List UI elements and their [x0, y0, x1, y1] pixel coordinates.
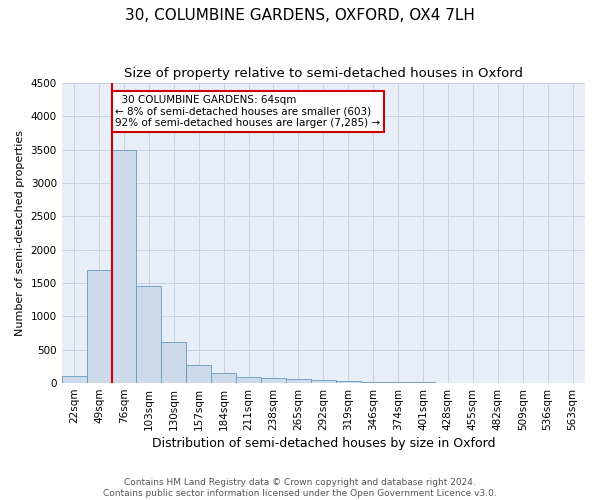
Bar [410, 382, 436, 383]
Bar [62, 376, 86, 383]
Bar [386, 382, 410, 383]
Bar [336, 381, 361, 383]
Bar [86, 270, 112, 383]
Bar [211, 374, 236, 383]
Bar [136, 286, 161, 383]
Bar [361, 382, 386, 383]
Bar [436, 382, 460, 383]
Bar [161, 342, 186, 383]
Text: Contains HM Land Registry data © Crown copyright and database right 2024.
Contai: Contains HM Land Registry data © Crown c… [103, 478, 497, 498]
Bar [286, 380, 311, 383]
Bar [186, 366, 211, 383]
X-axis label: Distribution of semi-detached houses by size in Oxford: Distribution of semi-detached houses by … [152, 437, 495, 450]
Bar [311, 380, 336, 383]
Text: 30, COLUMBINE GARDENS, OXFORD, OX4 7LH: 30, COLUMBINE GARDENS, OXFORD, OX4 7LH [125, 8, 475, 22]
Title: Size of property relative to semi-detached houses in Oxford: Size of property relative to semi-detach… [124, 68, 523, 80]
Bar [261, 378, 286, 383]
Text: 30 COLUMBINE GARDENS: 64sqm
← 8% of semi-detached houses are smaller (603)
92% o: 30 COLUMBINE GARDENS: 64sqm ← 8% of semi… [115, 95, 380, 128]
Bar [236, 377, 261, 383]
Y-axis label: Number of semi-detached properties: Number of semi-detached properties [15, 130, 25, 336]
Bar [112, 150, 136, 383]
